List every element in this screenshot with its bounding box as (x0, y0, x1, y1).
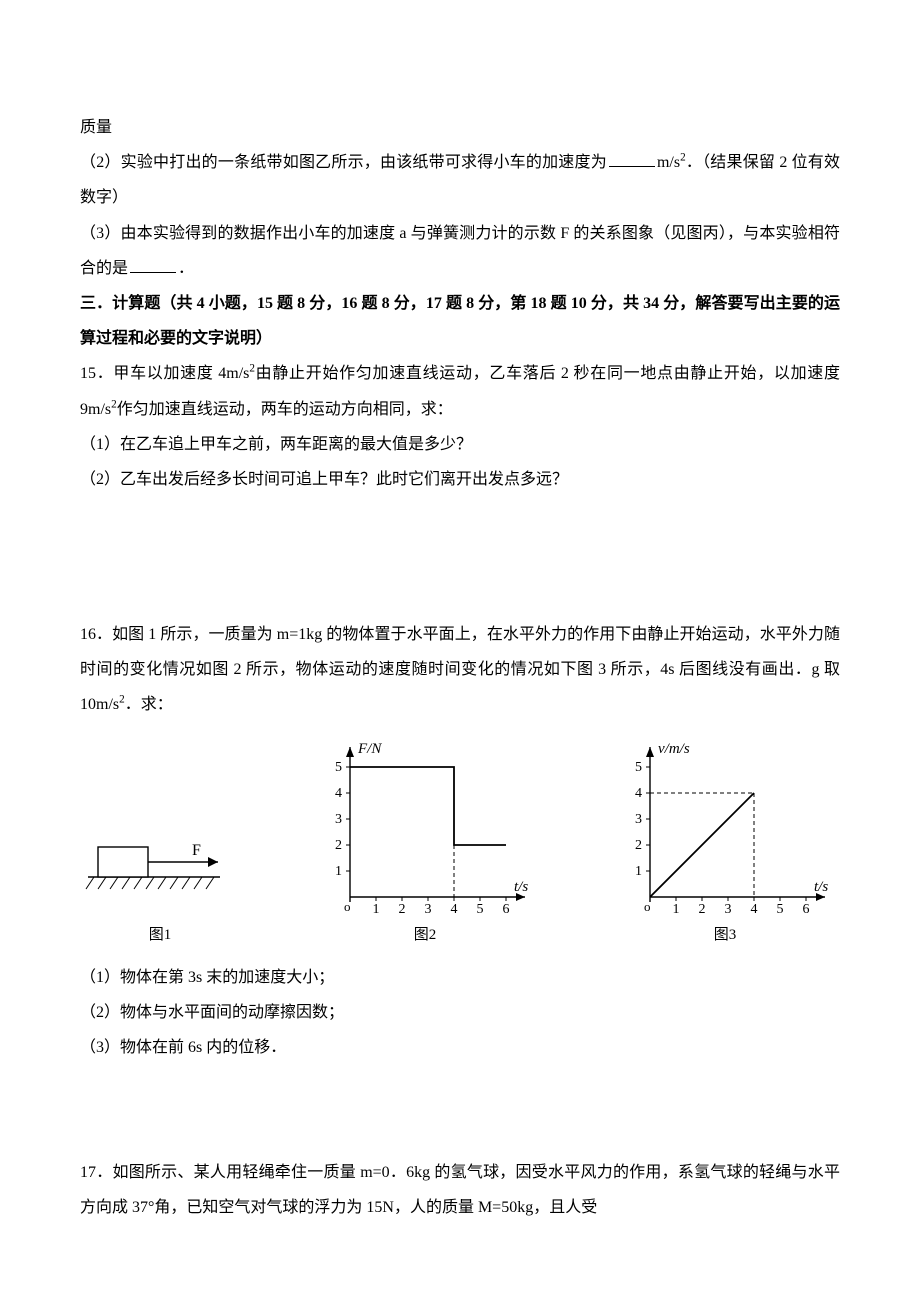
q15-stem: 15．甲车以加速度 4m/s2由静止开始作匀加速直线运动，乙车落后 2 秒在同一… (80, 356, 840, 426)
q14-part3: （3）由本实验得到的数据作出小车的加速度 a 与弹簧测力计的示数 F 的关系图象… (80, 216, 840, 286)
q14-2-text: （2）实验中打出的一条纸带如图乙所示，由该纸带可求得小车的加速度为 (80, 154, 607, 171)
svg-text:t/s: t/s (514, 879, 528, 895)
q16-sub2: （2）物体与水平面间的动摩擦因数； (80, 995, 840, 1030)
fig2-caption: 图2 (414, 919, 437, 952)
q15-sub1: （1）在乙车追上甲车之前，两车距离的最大值是多少？ (80, 427, 840, 462)
svg-text:v/m/s: v/m/s (658, 741, 690, 757)
q14-part2: （2）实验中打出的一条纸带如图乙所示，由该纸带可求得小车的加速度为m/s2．（结… (80, 145, 840, 215)
svg-text:1: 1 (373, 902, 380, 917)
figure-1: F 图1 (80, 807, 240, 952)
q17-stem: 17．如图所示、某人用轻绳牵住一质量 m=0．6kg 的氢气球，因受水平风力的作… (80, 1155, 840, 1225)
svg-text:4: 4 (451, 902, 458, 917)
svg-text:t/s: t/s (814, 879, 828, 895)
fig3-caption: 图3 (714, 919, 737, 952)
q16-sub1: （1）物体在第 3s 末的加速度大小； (80, 960, 840, 995)
svg-text:F/N: F/N (357, 741, 382, 757)
q16-b: ．求： (125, 696, 173, 713)
q16-a: 16．如图 1 所示，一质量为 m=1kg 的物体置于水平面上，在水平外力的作用… (80, 626, 840, 713)
answer-gap-q16 (80, 1065, 840, 1155)
svg-text:5: 5 (335, 760, 342, 775)
q16-stem: 16．如图 1 所示，一质量为 m=1kg 的物体置于水平面上，在水平外力的作用… (80, 617, 840, 723)
svg-text:o: o (644, 899, 651, 914)
blank-graph-choice[interactable] (130, 256, 176, 273)
answer-gap-q15 (80, 497, 840, 617)
svg-text:5: 5 (777, 902, 784, 917)
figure-3: 1 2 3 4 5 1 2 3 (610, 737, 840, 952)
section-3-heading: 三．计算题（共 4 小题，15 题 8 分，16 题 8 分，17 题 8 分，… (80, 286, 840, 356)
svg-text:4: 4 (635, 786, 642, 801)
svg-text:2: 2 (699, 902, 706, 917)
svg-text:6: 6 (503, 902, 510, 917)
q15-sub2: （2）乙车出发后经多长时间可追上甲车？此时它们离开出发点多远？ (80, 462, 840, 497)
svg-text:4: 4 (335, 786, 342, 801)
svg-text:1: 1 (635, 864, 642, 879)
svg-text:1: 1 (335, 864, 342, 879)
blank-accel[interactable] (609, 150, 655, 167)
svg-text:5: 5 (635, 760, 642, 775)
fig1-caption: 图1 (149, 919, 172, 952)
svg-text:5: 5 (477, 902, 484, 917)
page: 质量 （2）实验中打出的一条纸带如图乙所示，由该纸带可求得小车的加速度为 m/s 2… (0, 0, 920, 1306)
q15-a: 15．甲车以加速度 4m/s (80, 365, 249, 382)
svg-text:3: 3 (335, 812, 342, 827)
svg-text:1: 1 (673, 902, 680, 917)
svg-text:4: 4 (751, 902, 758, 917)
q16-sub3: （3）物体在前 6s 内的位移． (80, 1030, 840, 1065)
svg-text:2: 2 (635, 838, 642, 853)
svg-text:o: o (344, 899, 351, 914)
q16-figures: F 图1 1 2 (80, 737, 840, 952)
svg-text:3: 3 (425, 902, 432, 917)
svg-text:F: F (192, 842, 201, 859)
svg-text:2: 2 (335, 838, 342, 853)
q14-3-tail: ． (178, 260, 194, 277)
svg-text:3: 3 (725, 902, 732, 917)
figure-2: 1 2 3 4 5 1 2 3 (310, 737, 540, 952)
q14-2-unit: m/s (657, 154, 680, 171)
svg-text:6: 6 (803, 902, 810, 917)
q15-c: 作匀加速直线运动，两车的运动方向相同，求： (117, 401, 453, 418)
svg-text:3: 3 (635, 812, 642, 827)
svg-text:2: 2 (399, 902, 406, 917)
q14-tail: 质量 (80, 110, 840, 145)
